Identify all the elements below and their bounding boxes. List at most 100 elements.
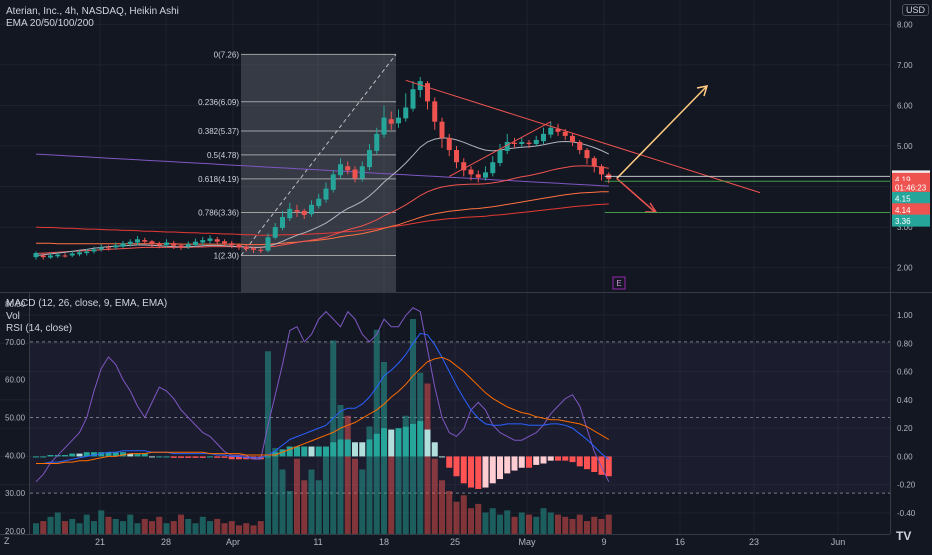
macd-hist-bar-52 bbox=[410, 423, 416, 457]
volume-bar-74 bbox=[569, 518, 576, 534]
candle-body-2 bbox=[48, 255, 53, 258]
macd-hist-bar-51 bbox=[402, 426, 409, 457]
macd-hist-bar-76 bbox=[584, 456, 590, 470]
candle-body-11 bbox=[113, 245, 119, 248]
volume-bar-19 bbox=[170, 521, 177, 534]
price-tick-6: 2.00 bbox=[897, 264, 913, 273]
time-tick-5: 25 bbox=[450, 537, 460, 547]
macd-hist-bar-42 bbox=[337, 439, 344, 457]
candle-body-34 bbox=[280, 216, 285, 228]
candle-body-42 bbox=[338, 164, 343, 176]
tradingview-logo[interactable]: TV bbox=[896, 529, 912, 543]
fib-level-label-3: 0.5(4.78) bbox=[207, 151, 239, 160]
macd-hist-bar-43 bbox=[344, 439, 351, 457]
macd-hist-bar-56 bbox=[439, 456, 445, 458]
volume-bar-12 bbox=[120, 521, 126, 534]
rsi-tick-4: 40.00 bbox=[5, 451, 26, 460]
volume-legend[interactable]: Vol bbox=[6, 311, 20, 322]
macd-hist-bar-22 bbox=[192, 456, 199, 458]
volume-bar-72 bbox=[555, 514, 561, 534]
volume-bar-29 bbox=[243, 523, 250, 534]
volume-bar-1 bbox=[40, 521, 47, 534]
volume-bar-43 bbox=[344, 415, 351, 534]
price-badge-1: 4.19 bbox=[895, 175, 911, 184]
volume-bar-67 bbox=[518, 512, 525, 534]
candle-body-10 bbox=[106, 247, 111, 249]
macd-tick-0: 1.00 bbox=[897, 311, 913, 320]
candle-body-65 bbox=[504, 141, 510, 151]
panel-borders bbox=[0, 0, 932, 535]
volume-bar-3 bbox=[54, 512, 61, 534]
macd-hist-bar-16 bbox=[149, 456, 155, 458]
macd-hist-bar-64 bbox=[497, 456, 503, 480]
volume-bar-58 bbox=[453, 501, 460, 534]
macd-hist-bar-48 bbox=[381, 428, 387, 457]
fib-level-label-2: 0.382(5.37) bbox=[198, 127, 239, 136]
candle-body-67 bbox=[519, 141, 525, 144]
volume-bars bbox=[33, 319, 612, 534]
price-badge-3: 4.15 bbox=[895, 194, 911, 203]
currency-badge[interactable]: USD bbox=[902, 4, 930, 16]
volume-bar-78 bbox=[598, 518, 605, 534]
zoom-button[interactable]: Z bbox=[4, 536, 10, 546]
candle-body-27 bbox=[229, 243, 235, 246]
ema-legend[interactable]: EMA 20/50/100/200 bbox=[6, 18, 94, 29]
volume-bar-71 bbox=[547, 512, 554, 534]
macd-hist-bar-60 bbox=[468, 456, 474, 488]
volume-bar-18 bbox=[163, 523, 170, 534]
volume-bar-36 bbox=[294, 458, 300, 534]
macd-hist-bar-19 bbox=[170, 456, 177, 458]
candle-body-51 bbox=[403, 107, 409, 119]
volume-bar-61 bbox=[475, 503, 482, 534]
candle-body-52 bbox=[410, 89, 416, 109]
candle-body-72 bbox=[555, 128, 561, 132]
macd-hist-bar-34 bbox=[279, 449, 286, 457]
candle-body-68 bbox=[526, 142, 532, 144]
fib-level-label-5: 0.786(3.36) bbox=[198, 209, 239, 218]
candle-body-9 bbox=[98, 247, 104, 250]
candle-body-18 bbox=[164, 242, 169, 245]
signal-line bbox=[36, 356, 610, 464]
macd-hist-bar-46 bbox=[366, 439, 373, 457]
candle-body-40 bbox=[323, 188, 329, 200]
ema20-line bbox=[35, 137, 610, 256]
candle-body-61 bbox=[475, 174, 481, 178]
candle-body-1 bbox=[40, 255, 46, 258]
candle-body-60 bbox=[468, 169, 474, 175]
candle-body-57 bbox=[446, 137, 452, 151]
heikin-ashi-candles bbox=[33, 77, 612, 260]
macd-hist-bar-13 bbox=[127, 453, 134, 457]
candle-body-76 bbox=[584, 150, 590, 159]
macd-hist-bar-32 bbox=[265, 456, 271, 458]
trend-drawings[interactable] bbox=[405, 79, 761, 213]
volume-bar-27 bbox=[228, 521, 235, 534]
volume-bar-50 bbox=[395, 448, 402, 534]
candle-body-3 bbox=[55, 254, 61, 257]
macd-tick-4: 0.20 bbox=[897, 424, 913, 433]
macd-line bbox=[36, 332, 610, 464]
macd-hist-bar-26 bbox=[221, 456, 228, 458]
volume-bar-56 bbox=[439, 480, 445, 534]
volume-bar-41 bbox=[330, 340, 337, 534]
macd-hist-bar-33 bbox=[272, 452, 279, 457]
candle-body-14 bbox=[135, 239, 140, 243]
channel-line bbox=[449, 121, 551, 177]
macd-legend[interactable]: MACD (12, 26, close, 9, EMA, EMA) bbox=[6, 298, 168, 309]
candle-body-50 bbox=[396, 117, 401, 124]
volume-bar-42 bbox=[337, 405, 344, 534]
candle-body-31 bbox=[258, 249, 264, 251]
earnings-marker[interactable]: E bbox=[612, 276, 626, 290]
bull-arrow-head bbox=[696, 85, 709, 97]
macd-hist-bar-47 bbox=[373, 433, 380, 457]
candle-body-15 bbox=[142, 240, 148, 242]
rsi-legend[interactable]: RSI (14, close) bbox=[6, 323, 73, 334]
candle-body-43 bbox=[345, 166, 351, 171]
macd-hist-bar-23 bbox=[199, 456, 206, 458]
volume-bar-7 bbox=[83, 514, 90, 534]
volume-bar-15 bbox=[141, 518, 148, 534]
volume-bar-70 bbox=[540, 508, 547, 534]
macd-hist-bar-6 bbox=[76, 453, 83, 457]
